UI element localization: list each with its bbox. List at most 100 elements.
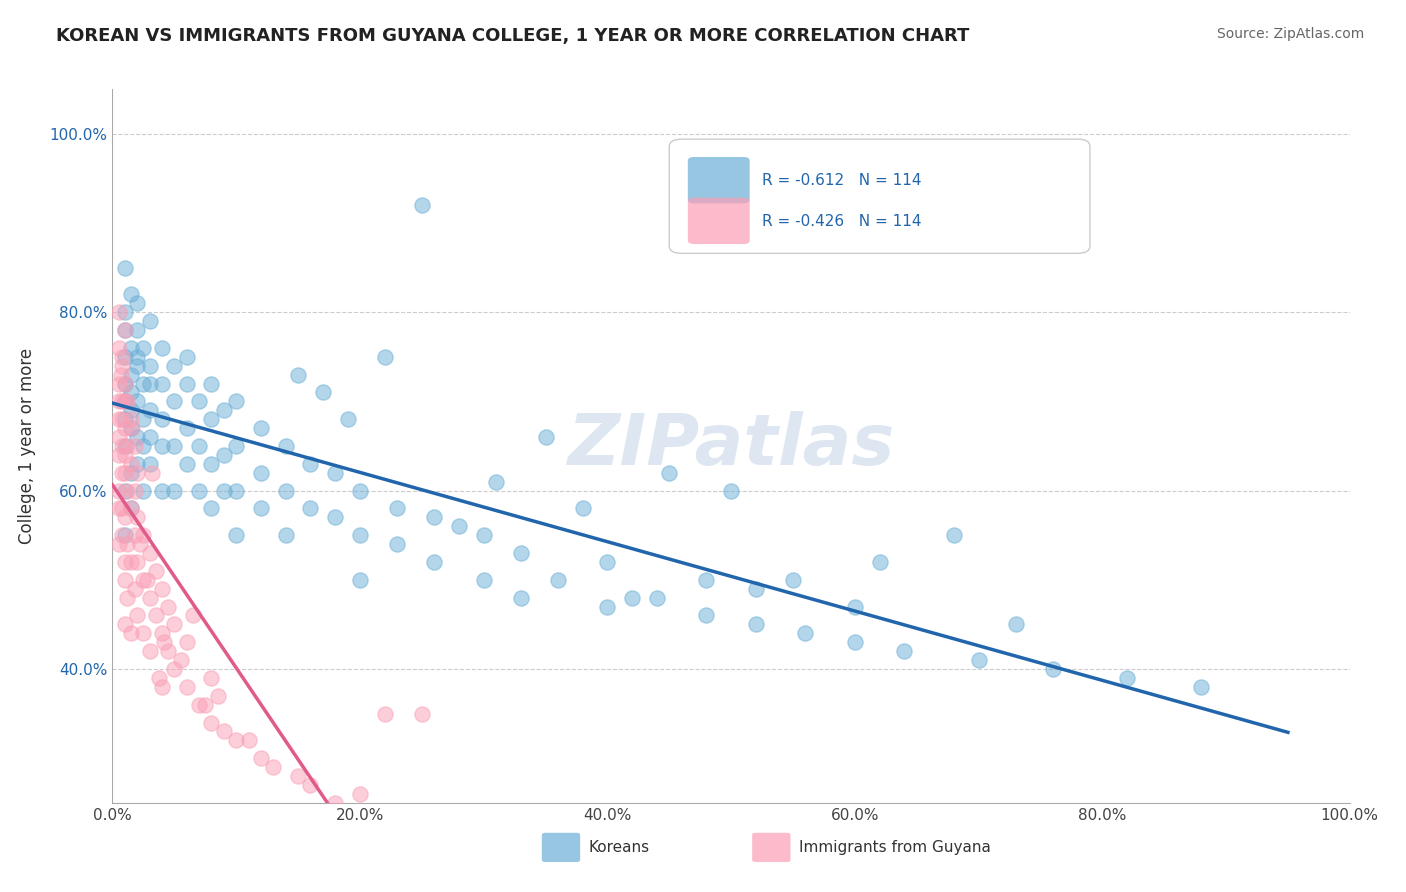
Point bbox=[163, 617, 186, 632]
Point bbox=[111, 412, 134, 426]
Point bbox=[127, 359, 149, 373]
Point bbox=[107, 537, 129, 551]
Point bbox=[120, 385, 142, 400]
Point bbox=[111, 466, 134, 480]
Point bbox=[176, 457, 198, 471]
Point bbox=[188, 698, 211, 712]
Point bbox=[153, 635, 176, 649]
Point bbox=[111, 350, 134, 364]
Point bbox=[132, 439, 155, 453]
Point bbox=[117, 537, 139, 551]
Point bbox=[262, 760, 284, 774]
Point bbox=[127, 466, 149, 480]
Point bbox=[114, 528, 136, 542]
Point bbox=[250, 501, 273, 516]
Point bbox=[336, 412, 359, 426]
Point bbox=[645, 591, 668, 605]
Point bbox=[150, 680, 173, 694]
Point bbox=[117, 483, 139, 498]
Point bbox=[621, 591, 644, 605]
Point bbox=[111, 501, 134, 516]
Point bbox=[299, 501, 322, 516]
Point bbox=[695, 573, 717, 587]
Point bbox=[110, 368, 132, 382]
Point bbox=[534, 430, 557, 444]
Point bbox=[111, 394, 134, 409]
Point bbox=[117, 439, 139, 453]
Point bbox=[117, 591, 139, 605]
Point bbox=[188, 483, 211, 498]
Y-axis label: College, 1 year or more: College, 1 year or more bbox=[18, 348, 35, 544]
Point bbox=[138, 644, 160, 658]
Point bbox=[124, 483, 146, 498]
Point bbox=[200, 376, 222, 391]
Point bbox=[148, 671, 170, 685]
FancyBboxPatch shape bbox=[541, 833, 581, 862]
Point bbox=[194, 698, 217, 712]
Point bbox=[132, 573, 155, 587]
Point bbox=[207, 689, 229, 703]
FancyBboxPatch shape bbox=[688, 198, 749, 244]
Point bbox=[150, 483, 173, 498]
Point bbox=[745, 582, 768, 596]
Point bbox=[127, 296, 149, 310]
Point bbox=[114, 555, 136, 569]
Point bbox=[571, 501, 593, 516]
Point bbox=[127, 555, 149, 569]
Point bbox=[782, 573, 804, 587]
Point bbox=[127, 510, 149, 524]
Point bbox=[509, 546, 531, 560]
Point bbox=[163, 394, 186, 409]
Point bbox=[127, 350, 149, 364]
Point bbox=[114, 448, 136, 462]
Point bbox=[176, 376, 198, 391]
Point bbox=[124, 582, 146, 596]
Point bbox=[200, 457, 222, 471]
Point bbox=[121, 421, 143, 435]
Point bbox=[200, 671, 222, 685]
Point bbox=[658, 466, 681, 480]
Point bbox=[111, 359, 134, 373]
Point bbox=[150, 376, 173, 391]
Point bbox=[120, 341, 142, 355]
Point bbox=[132, 341, 155, 355]
Point bbox=[312, 385, 335, 400]
Point bbox=[138, 457, 160, 471]
Point bbox=[385, 501, 408, 516]
Point bbox=[120, 368, 142, 382]
Point bbox=[138, 376, 160, 391]
Point bbox=[114, 394, 136, 409]
Point bbox=[423, 555, 446, 569]
Point bbox=[596, 555, 619, 569]
Point bbox=[120, 501, 142, 516]
Point bbox=[274, 439, 297, 453]
Point bbox=[120, 501, 142, 516]
Point bbox=[107, 501, 129, 516]
Point bbox=[349, 483, 371, 498]
Point bbox=[596, 599, 619, 614]
Point bbox=[250, 466, 273, 480]
Point bbox=[323, 466, 346, 480]
Point bbox=[225, 528, 247, 542]
Point bbox=[299, 457, 322, 471]
Point bbox=[163, 439, 186, 453]
Point bbox=[145, 608, 167, 623]
Point bbox=[136, 573, 159, 587]
Point bbox=[120, 412, 142, 426]
Point bbox=[114, 510, 136, 524]
Point bbox=[1116, 671, 1139, 685]
Point bbox=[107, 305, 129, 319]
Text: Source: ZipAtlas.com: Source: ZipAtlas.com bbox=[1216, 27, 1364, 41]
Point bbox=[107, 394, 129, 409]
Point bbox=[967, 653, 990, 667]
Point bbox=[117, 394, 139, 409]
Point bbox=[114, 394, 136, 409]
Point bbox=[114, 376, 136, 391]
Point bbox=[114, 439, 136, 453]
Point bbox=[176, 635, 198, 649]
Point bbox=[150, 341, 173, 355]
Point bbox=[176, 680, 198, 694]
Point bbox=[107, 448, 129, 462]
Point bbox=[107, 483, 129, 498]
Point bbox=[472, 573, 495, 587]
